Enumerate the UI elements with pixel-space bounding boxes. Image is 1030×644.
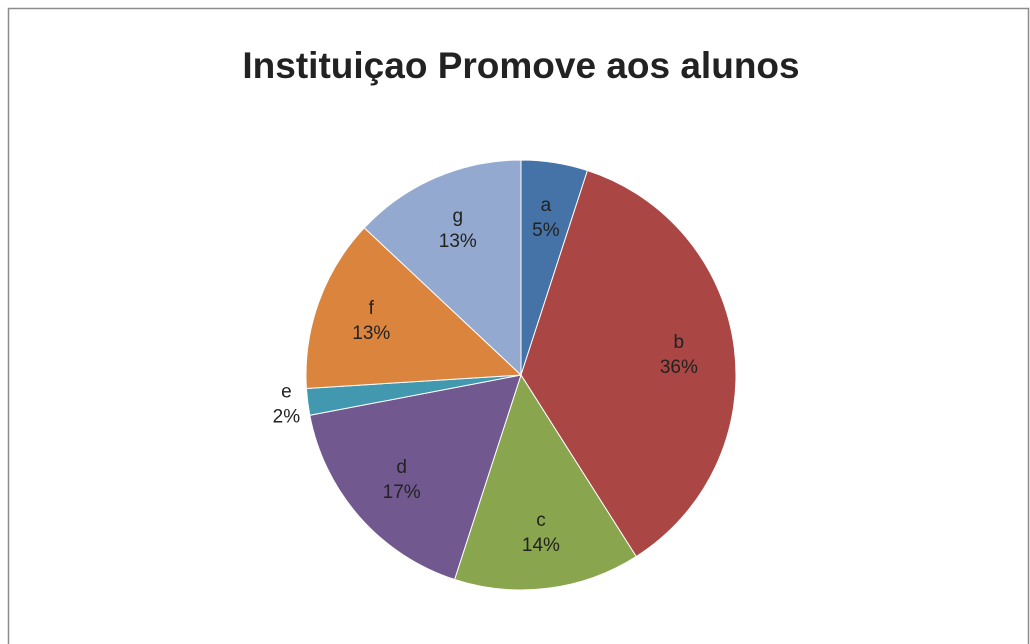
slice-label: e bbox=[281, 382, 292, 403]
slice-value-label: 14% bbox=[522, 535, 560, 556]
slice-label: d bbox=[396, 457, 407, 478]
slice-label: b bbox=[674, 332, 685, 353]
pie-slice bbox=[309, 374, 522, 581]
pie-slice bbox=[305, 227, 523, 390]
pie-slice bbox=[363, 159, 522, 377]
slice-value-label: 36% bbox=[660, 357, 698, 378]
chart-title: Instituiçao Promove aos alunos bbox=[242, 45, 799, 86]
pie-slice bbox=[520, 169, 737, 558]
pie-slice bbox=[453, 373, 637, 591]
slice-label: a bbox=[541, 195, 552, 216]
slice-value-label: 13% bbox=[439, 231, 477, 252]
slice-label: f bbox=[369, 298, 375, 319]
slice-value-label: 2% bbox=[273, 407, 301, 428]
slice-label: g bbox=[453, 206, 464, 227]
slice-value-label: 17% bbox=[383, 482, 421, 503]
slice-value-label: 5% bbox=[532, 220, 560, 241]
slice-label: c bbox=[536, 510, 546, 531]
slice-value-label: 13% bbox=[352, 323, 390, 344]
